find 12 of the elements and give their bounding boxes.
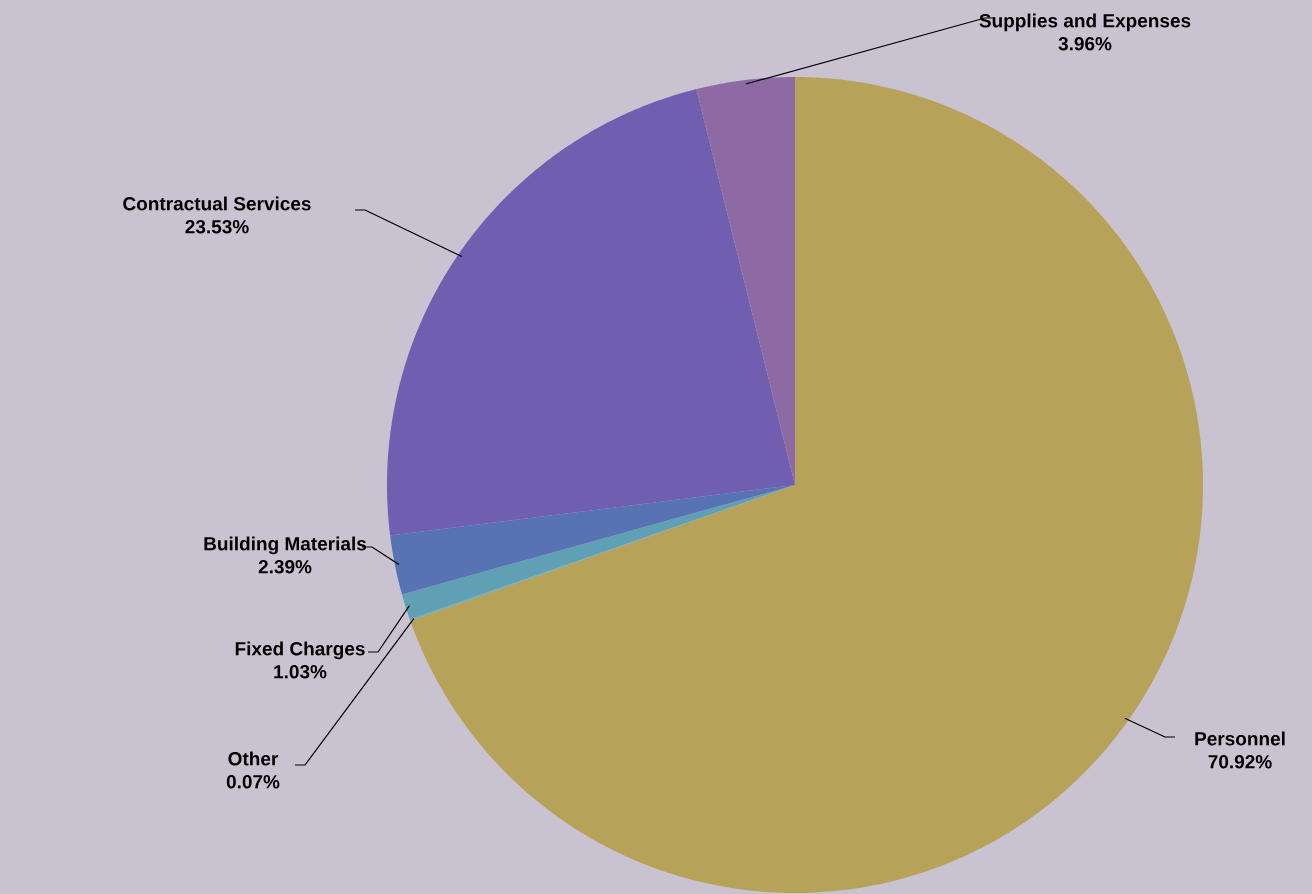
slice-label: Supplies and Expenses [979,13,1191,32]
slice-label: Other [228,751,279,766]
data-label: 1.03% [274,665,327,679]
slice-label: Fixed Charges [235,641,365,660]
data-label: 70.92% [1208,755,1272,769]
slice-label: Contractual Services [123,196,311,211]
slice-label: Building Materials [204,536,367,555]
slice-label: Personnel [1195,731,1285,746]
data-label: 3.96% [1058,37,1112,51]
data-label: 2.39% [258,560,312,574]
data-label: 23.53% [185,220,249,234]
data-label: 0.07% [226,775,280,789]
